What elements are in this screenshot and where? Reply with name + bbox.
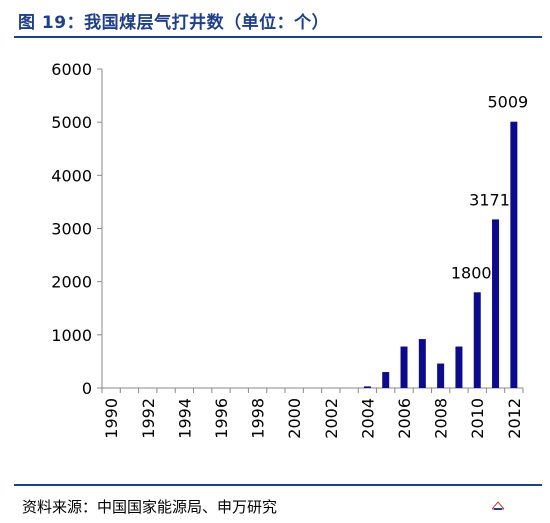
y-tick-label: 2000 xyxy=(51,273,92,292)
x-tick-label: 2000 xyxy=(285,398,304,439)
x-tick-label: 1998 xyxy=(249,398,268,439)
x-tick-label: 1994 xyxy=(175,398,194,439)
bar-2004 xyxy=(363,386,371,388)
bar-2009 xyxy=(455,346,463,388)
data-labels: 1800 3171 5009 xyxy=(451,93,528,283)
source-note: 资料来源：中国国家能源局、申万研究 xyxy=(22,498,278,516)
y-tick-label: 3000 xyxy=(51,220,92,239)
x-tick-label: 1992 xyxy=(139,398,158,439)
bar-2005 xyxy=(382,372,390,388)
bar-2011 xyxy=(492,219,500,388)
bar-2008 xyxy=(437,363,445,388)
bar-2007 xyxy=(418,339,426,388)
bar-2006 xyxy=(400,346,408,388)
x-tick-label: 2006 xyxy=(395,398,414,439)
bars xyxy=(363,121,518,388)
x-axis: 1990 1992 1994 1996 1998 2000 2002 2004 2006 2008… xyxy=(101,387,524,439)
y-tick-label: 0 xyxy=(82,379,92,398)
footer-rule xyxy=(14,484,542,486)
y-tick-label: 4000 xyxy=(51,166,92,185)
y-axis: 0 1000 2000 3000 4000 5000 6000 xyxy=(51,60,103,398)
y-tick-label: 5000 xyxy=(51,113,92,132)
y-tick-label: 6000 xyxy=(51,60,92,79)
y-tick-label: 1000 xyxy=(51,326,92,345)
chart-title: 图 19：我国煤层气打井数（单位：个） xyxy=(18,13,330,33)
x-tick-label: 2010 xyxy=(468,398,487,439)
publisher-logo-icon xyxy=(492,501,504,510)
x-tick-label: 1996 xyxy=(212,398,231,439)
x-tick-label: 2012 xyxy=(505,398,524,439)
data-label-2010: 1800 xyxy=(451,263,492,282)
x-tick-label: 1990 xyxy=(102,398,121,439)
x-tick-label: 2008 xyxy=(432,398,451,439)
bar-2012 xyxy=(510,121,518,388)
bar-2010 xyxy=(473,292,481,388)
title-rule xyxy=(14,36,542,38)
data-label-2012: 5009 xyxy=(487,93,528,112)
x-tick-label: 2002 xyxy=(322,398,341,439)
x-tick-label: 2004 xyxy=(358,398,377,439)
data-label-2011: 3171 xyxy=(469,190,510,209)
